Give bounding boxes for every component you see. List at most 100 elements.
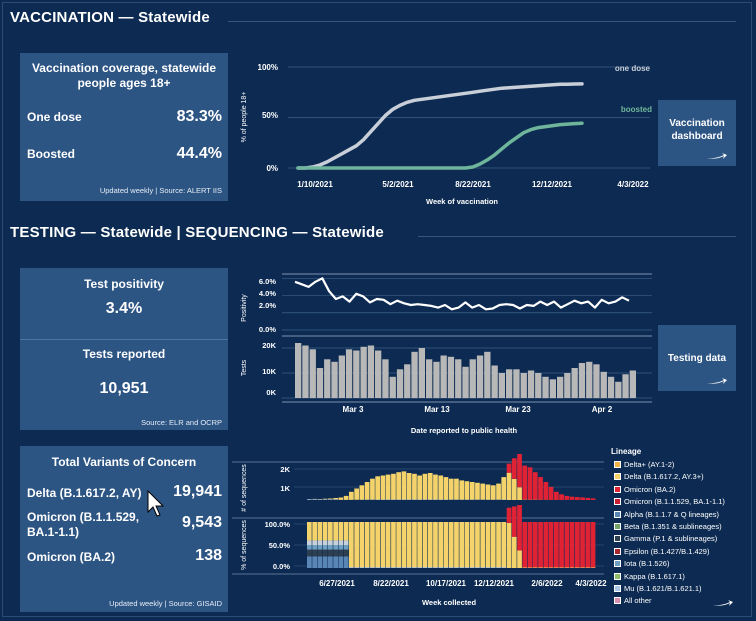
legend-item[interactable]: Beta (B.1.351 & sublineages): [614, 522, 722, 531]
delta-value: 19,941: [173, 483, 222, 500]
omicron-segment: [580, 497, 585, 500]
omicron-segment: [532, 522, 538, 568]
other-segment: [422, 499, 428, 500]
other-segment: [333, 540, 338, 545]
other-segment: [501, 567, 507, 568]
other-segment: [448, 567, 454, 568]
other-segment: [469, 567, 475, 568]
legend-item[interactable]: Iota (B.1.526): [614, 559, 669, 568]
bar: [295, 343, 302, 398]
delta-segment: [338, 522, 344, 541]
legend-title: Lineage: [611, 447, 642, 456]
delta-segment: [364, 482, 370, 500]
iota-segment: [343, 545, 349, 550]
delta-segment: [380, 522, 386, 568]
delta-segment: [328, 522, 333, 541]
bar: [578, 363, 586, 398]
other-segment: [396, 567, 401, 568]
legend-label: Delta (B.1.617.2, AY.3+): [624, 472, 704, 482]
alpha-segment: [317, 556, 323, 568]
variants-title: Total Variants of Concern: [51, 455, 197, 469]
y-axis-label: % of sequences: [241, 520, 248, 570]
legend-item[interactable]: Delta+ (AY.1-2): [614, 460, 674, 469]
other-segment: [443, 567, 449, 568]
other-segment: [349, 567, 354, 568]
y-tick: 100.0%: [265, 520, 291, 529]
data-point: [406, 166, 409, 170]
x-tick: 1/10/2021: [297, 180, 333, 189]
gamma-segment: [338, 549, 344, 557]
source-note: Updated weekly | Source: ALERT IIS: [99, 186, 222, 195]
bar: [542, 376, 549, 399]
y-tick: 0K: [266, 388, 276, 397]
other-segment: [433, 499, 438, 500]
delta-segment: [391, 522, 396, 568]
vaccination-section-title: VACCINATION — Statewide: [10, 9, 210, 26]
delta-segment: [370, 522, 375, 568]
legend-item[interactable]: Omicron (BA.2): [614, 485, 676, 494]
delta-segment: [475, 522, 480, 568]
legend-item[interactable]: All other: [614, 596, 652, 605]
legend-item[interactable]: Omicron (B.1.1.529, BA.1-1.1): [614, 497, 725, 506]
bar: [549, 379, 556, 399]
omicron-segment: [569, 496, 575, 500]
delta-segment: [564, 567, 570, 568]
data-point: [340, 166, 343, 170]
omicron-segment: [511, 458, 517, 479]
other-segment: [401, 499, 407, 500]
gamma-segment: [328, 549, 333, 557]
legend-item[interactable]: Delta (B.1.617.2, AY.3+): [614, 472, 704, 481]
delta-segment: [364, 522, 370, 568]
data-point: [318, 166, 322, 170]
delta-segment: [538, 567, 543, 568]
delta-segment: [396, 472, 401, 500]
legend-label: Mu (B.1.621/B.1.621.1): [624, 584, 702, 593]
legend-swatch: [614, 535, 621, 543]
series-label-boosted: boosted: [621, 105, 652, 114]
source-note: Updated weekly | Source: GISAID: [109, 599, 222, 608]
y-tick: 50%: [262, 111, 278, 120]
delta-segment: [391, 473, 396, 500]
gamma-segment: [343, 549, 349, 557]
delta-segment: [464, 522, 470, 568]
data-point: [449, 94, 453, 97]
other-segment: [385, 499, 391, 500]
delta-segment: [490, 522, 496, 568]
omicron-ba1-label: Omicron (B.1.1.529, BA.1-1.1): [27, 510, 140, 539]
other-segment: [406, 499, 412, 500]
bar: [331, 361, 338, 399]
vaccination-dashboard-button[interactable]: Vaccination dashboard: [658, 100, 736, 166]
legend-swatch: [614, 597, 621, 605]
other-segment: [396, 499, 401, 500]
other-segment: [464, 567, 470, 568]
y-tick: 100%: [258, 63, 278, 72]
section-divider: [228, 21, 736, 22]
series-label-one-dose: one dose: [615, 64, 651, 73]
legend-item[interactable]: Kappa (B.1.617.1): [614, 572, 685, 581]
delta-segment: [401, 471, 407, 500]
iota-segment: [328, 545, 333, 550]
button-label: Vaccination dashboard: [669, 118, 725, 142]
delta-segment: [433, 474, 438, 500]
bar: [426, 359, 433, 399]
other-segment: [364, 567, 370, 568]
delta-segment: [543, 567, 549, 568]
testing-data-button[interactable]: Testing data: [658, 325, 736, 391]
bar: [527, 370, 535, 398]
legend-item[interactable]: Gamma (P.1 & sublineages): [614, 534, 717, 543]
bar: [498, 373, 505, 398]
legend-item[interactable]: Epsilon (B.1.427/B.1.429): [614, 547, 709, 556]
legend-item[interactable]: Alpha (B.1.1.7 & Q lineages): [614, 510, 719, 519]
x-tick: 2/6/2022: [531, 579, 563, 588]
omicron-segment: [522, 465, 528, 500]
delta-segment: [454, 522, 459, 568]
bar: [586, 361, 593, 399]
legend-item[interactable]: Mu (B.1.621/B.1.621.1): [614, 584, 702, 593]
other-segment: [438, 499, 444, 500]
other-segment: [401, 567, 407, 568]
delta-segment: [307, 522, 312, 541]
x-tick: Mar 23: [505, 405, 531, 414]
bar: [469, 359, 476, 399]
mouse-cursor-icon: [147, 490, 165, 517]
arrow-icon[interactable]: [712, 598, 734, 608]
